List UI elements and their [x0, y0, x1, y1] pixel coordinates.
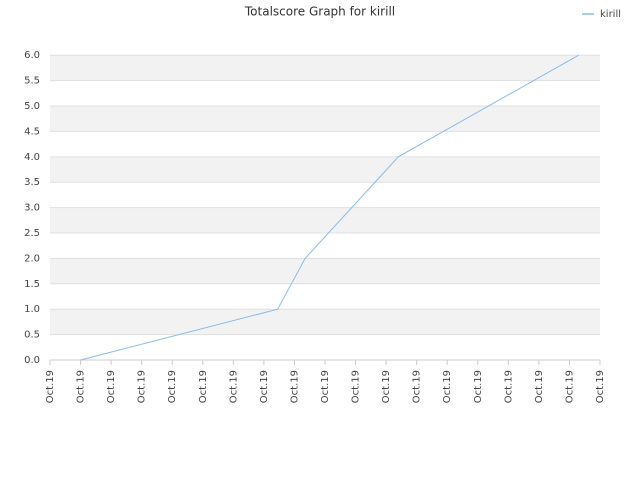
grid-band — [50, 131, 600, 157]
x-tick-label: Oct.19 — [45, 370, 56, 403]
x-tick-label: Oct.19 — [442, 370, 453, 403]
grid-band — [50, 55, 600, 81]
y-tick-label: 3.5 — [24, 177, 40, 188]
y-tick-label: 4.0 — [24, 152, 40, 163]
legend-label: kirill — [600, 9, 621, 20]
x-tick-label: Oct.19 — [76, 370, 87, 403]
x-tick-label: Oct.19 — [228, 370, 239, 403]
x-tick-label: Oct.19 — [503, 370, 514, 403]
x-tick-label: Oct.19 — [289, 370, 300, 403]
grid-band — [50, 207, 600, 234]
grid-band — [50, 334, 600, 360]
y-tick-label: 2.5 — [24, 228, 40, 239]
x-tick-label: Oct.19 — [320, 370, 331, 403]
x-tick-label: Oct.19 — [412, 370, 423, 403]
grid-band — [50, 40, 600, 56]
x-tick-label: Oct.19 — [167, 370, 178, 403]
grid-band — [50, 309, 600, 335]
grid-band — [50, 283, 600, 310]
grid-band — [50, 106, 600, 132]
y-tick-label: 5.0 — [24, 101, 40, 112]
grid-band — [50, 156, 600, 183]
x-tick-label: Oct.19 — [106, 370, 117, 403]
grid-band — [50, 80, 600, 107]
x-tick-label: Oct.19 — [137, 370, 148, 403]
y-tick-label: 1.0 — [24, 304, 40, 315]
x-tick-label: Oct.19 — [473, 370, 484, 403]
y-tick-label: 1.5 — [24, 279, 40, 290]
y-tick-label: 5.5 — [24, 76, 40, 87]
x-tick-label: Oct.19 — [198, 370, 209, 403]
x-tick-label: Oct.19 — [595, 370, 606, 403]
grid-band — [50, 258, 600, 284]
chart-title: Totalscore Graph for kirill — [244, 5, 395, 19]
grid-band — [50, 182, 600, 208]
x-tick-label: Oct.19 — [381, 370, 392, 403]
data-line — [80, 54, 579, 361]
y-tick-label: 6.0 — [24, 50, 40, 61]
x-tick-label: Oct.19 — [351, 370, 362, 403]
x-tick-label: Oct.19 — [259, 370, 270, 403]
y-tick-label: 0.0 — [24, 355, 40, 366]
y-tick-label: 4.5 — [24, 126, 40, 137]
y-tick-label: 2.0 — [24, 253, 40, 264]
x-tick-label: Oct.19 — [534, 370, 545, 403]
y-tick-label: 3.0 — [24, 203, 40, 214]
y-tick-label: 0.5 — [24, 330, 40, 341]
x-tick-label: Oct.19 — [564, 370, 575, 403]
